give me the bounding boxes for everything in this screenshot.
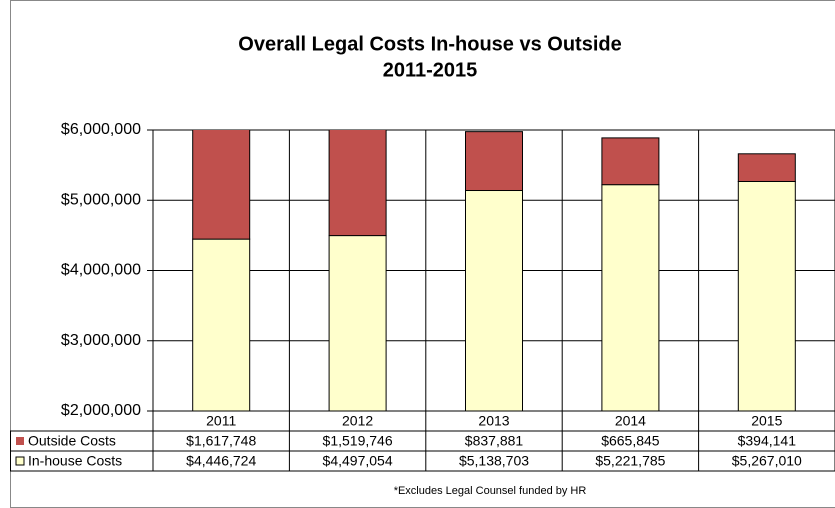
legend-label: Outside Costs: [28, 433, 116, 449]
bar-segment: [192, 238, 251, 411]
data-label: $394,141: [738, 433, 797, 449]
bar-segment: [737, 180, 796, 411]
data-label: $1,617,748: [186, 433, 256, 449]
data-label: $5,221,785: [595, 453, 665, 469]
data-label: $837,881: [465, 433, 524, 449]
legend-swatch: [16, 437, 24, 445]
bar-segment: [737, 153, 796, 182]
x-tick-label: 2011: [206, 413, 236, 429]
bar-segment: [601, 184, 660, 411]
data-label: $5,267,010: [732, 453, 802, 469]
legend-swatch: [15, 456, 25, 466]
legend-label: In-house Costs: [28, 453, 122, 469]
y-tick-label: $2,000,000: [61, 402, 141, 419]
bar-segment: [192, 130, 251, 240]
data-label: $665,845: [601, 433, 660, 449]
bar-segment: [328, 130, 387, 237]
y-tick-label: $6,000,000: [61, 121, 141, 138]
x-tick-label: 2013: [478, 413, 509, 429]
y-tick-label: $5,000,000: [61, 191, 141, 208]
y-tick-label: $3,000,000: [61, 332, 141, 349]
x-tick-label: 2015: [751, 413, 782, 429]
y-tick-label: $4,000,000: [61, 262, 141, 279]
chart-subtitle: 2011-2015: [383, 59, 478, 81]
x-tick-label: 2014: [615, 413, 646, 429]
data-label: $4,446,724: [186, 453, 256, 469]
bar-segment: [328, 235, 387, 411]
data-label: $4,497,054: [323, 453, 393, 469]
plot-area: [192, 130, 796, 411]
x-tick-label: 2012: [342, 413, 373, 429]
chart-title: Overall Legal Costs In-house vs Outside: [238, 33, 621, 55]
bar-segment: [465, 190, 523, 411]
bar-segment: [601, 137, 660, 186]
data-label: $1,519,746: [323, 433, 393, 449]
footnote: *Excludes Legal Counsel funded by HR: [394, 485, 587, 497]
data-label: $5,138,703: [459, 453, 529, 469]
bar-segment: [465, 131, 523, 192]
